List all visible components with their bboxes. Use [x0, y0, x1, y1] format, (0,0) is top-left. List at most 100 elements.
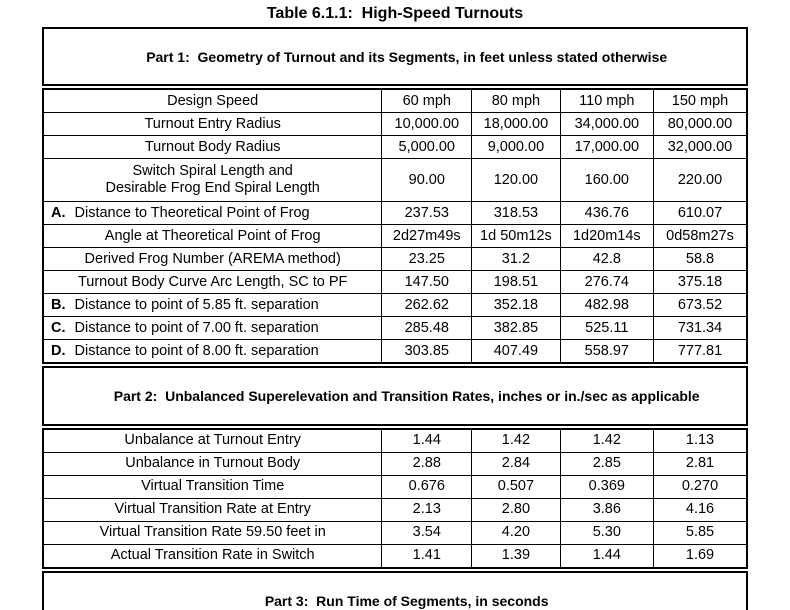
- part-header-label: Part 1: Geometry of Turnout and its Segm…: [146, 49, 668, 66]
- row-label-cell: Virtual Transition Rate 59.50 feet in: [44, 521, 383, 544]
- value-cell: 34,000.00: [561, 113, 654, 136]
- value-cell: 23.25: [382, 248, 473, 271]
- row-prefix: C.: [51, 319, 66, 336]
- part-header: Part 2: Unbalanced Superelevation and Tr…: [42, 366, 748, 426]
- table-section: Part 3: Run Time of Segments, in seconds…: [42, 570, 748, 610]
- value-cell: 2.81: [685, 454, 715, 471]
- value-cell: 731.34: [677, 319, 723, 336]
- table-row: Derived Frog Number (AREMA method) 23.25…: [44, 247, 746, 271]
- row-label-cell: Turnout Entry Radius: [44, 113, 383, 136]
- value-cell: 1.13: [685, 431, 715, 448]
- value-cell: 220.00: [677, 171, 723, 188]
- row-label: Turnout Body Curve Arc Length, SC to PF: [77, 273, 348, 290]
- table-row: Virtual Transition Rate 59.50 feet in 3.…: [44, 520, 746, 544]
- table-row: Angle at Theoretical Point of Frog 2d27m…: [44, 224, 746, 248]
- row-label-cell: Virtual Transition Rate at Entry: [44, 498, 383, 521]
- row-label: Unbalance at Turnout Entry: [124, 431, 301, 448]
- row-label: Turnout Entry Radius: [144, 115, 281, 132]
- value-cell: 276.74: [561, 271, 654, 294]
- part-header-label: Part 2: Unbalanced Superelevation and Tr…: [113, 388, 700, 405]
- table-row: Turnout Body Radius 5,000.00 9,000.00 17…: [44, 135, 746, 159]
- value-cell: 352.18: [472, 294, 561, 317]
- row-label: Distance to point of 5.85 ft. separation: [74, 296, 319, 313]
- row-label-cell: Virtual Transition Time: [44, 475, 383, 498]
- value-cell: 1.41: [382, 544, 473, 567]
- value-cell: 1.42: [472, 429, 561, 452]
- value-cell: 0.507: [472, 475, 561, 498]
- table-row: Switch Spiral Length and Desirable Frog …: [44, 158, 746, 202]
- row-label: Angle at Theoretical Point of Frog: [104, 227, 321, 244]
- value-cell: 1.42: [561, 429, 654, 452]
- table-row: C. Distance to point of 7.00 ft. separat…: [44, 316, 746, 340]
- turnouts-table: Part 1: Geometry of Turnout and its Segm…: [42, 27, 748, 610]
- value-cell: 1d20m14s: [561, 225, 654, 248]
- row-label-cell: C. Distance to point of 7.00 ft. separat…: [44, 317, 383, 340]
- table-row: Actual Transition Rate in Switch 1.41 1.…: [44, 543, 746, 567]
- value-cell: 5,000.00: [382, 136, 473, 159]
- value-cell: 436.76: [561, 202, 654, 225]
- value-cell: 1.69: [685, 546, 715, 563]
- row-label: Virtual Transition Rate 59.50 feet in: [99, 523, 326, 540]
- value-cell: 60 mph: [382, 90, 473, 113]
- value-cell: 1.39: [472, 544, 561, 567]
- value-cell: 2.84: [472, 452, 561, 475]
- value-cell: 0.270: [681, 477, 719, 494]
- value-cell: 17,000.00: [561, 136, 654, 159]
- value-cell: 237.53: [382, 202, 473, 225]
- value-cell: 303.85: [382, 340, 473, 363]
- row-prefix: B.: [51, 296, 66, 313]
- value-cell: 9,000.00: [472, 136, 561, 159]
- table-row: Virtual Transition Time 0.676 0.507 0.36…: [44, 474, 746, 498]
- table-row: Unbalance at Turnout Entry 1.44 1.42 1.4…: [44, 429, 746, 452]
- row-label-cell: Angle at Theoretical Point of Frog: [44, 225, 383, 248]
- value-cell: 5.30: [561, 521, 654, 544]
- value-cell: 2.80: [472, 498, 561, 521]
- row-label-cell: Switch Spiral Length and Desirable Frog …: [44, 159, 383, 202]
- table-section: Part 2: Unbalanced Superelevation and Tr…: [42, 366, 748, 569]
- value-cell: 2.13: [382, 498, 473, 521]
- value-cell: 147.50: [382, 271, 473, 294]
- value-cell: 90.00: [382, 159, 473, 202]
- value-cell: 482.98: [561, 294, 654, 317]
- value-cell: 3.54: [382, 521, 473, 544]
- row-label: Turnout Body Radius: [144, 138, 281, 155]
- table-row: Virtual Transition Rate at Entry 2.13 2.…: [44, 497, 746, 521]
- row-label: Distance to point of 8.00 ft. separation: [74, 342, 319, 359]
- value-cell: 4.16: [685, 500, 715, 517]
- value-cell: 0d58m27s: [666, 227, 734, 244]
- value-cell: 32,000.00: [667, 138, 733, 155]
- value-cell: 610.07: [677, 204, 723, 221]
- table-title: Table 6.1.1: High-Speed Turnouts: [266, 5, 524, 22]
- row-label-cell: Design Speed: [44, 90, 383, 113]
- table-row: A. Distance to Theoretical Point of Frog…: [44, 201, 746, 225]
- row-label: Virtual Transition Rate at Entry: [114, 500, 311, 517]
- table-row: Design Speed 60 mph 80 mph 110 mph 150 m…: [44, 90, 746, 113]
- table-row: B. Distance to point of 5.85 ft. separat…: [44, 293, 746, 317]
- part-rows: Design Speed 60 mph 80 mph 110 mph 150 m…: [42, 88, 748, 365]
- table-row: Turnout Entry Radius 10,000.00 18,000.00…: [44, 112, 746, 136]
- row-label: Distance to Theoretical Point of Frog: [74, 204, 310, 221]
- value-cell: 0.369: [561, 475, 654, 498]
- part-header-label: Part 3: Run Time of Segments, in seconds: [264, 592, 549, 609]
- value-cell: 2.85: [561, 452, 654, 475]
- part-header: Part 3: Run Time of Segments, in seconds: [42, 570, 748, 610]
- row-label: Distance to point of 7.00 ft. separation: [74, 319, 319, 336]
- value-cell: 58.8: [685, 250, 715, 267]
- value-cell: 80 mph: [472, 90, 561, 113]
- value-cell: 558.97: [561, 340, 654, 363]
- row-prefix: A.: [51, 204, 66, 221]
- value-cell: 5.85: [685, 523, 715, 540]
- value-cell: 673.52: [677, 296, 723, 313]
- row-label: Switch Spiral Length and Desirable Frog …: [105, 162, 320, 197]
- value-cell: 160.00: [561, 159, 654, 202]
- value-cell: 120.00: [472, 159, 561, 202]
- row-label: Derived Frog Number (AREMA method): [84, 250, 341, 267]
- value-cell: 777.81: [677, 342, 723, 359]
- value-cell: 285.48: [382, 317, 473, 340]
- value-cell: 1.44: [561, 544, 654, 567]
- value-cell: 0.676: [382, 475, 473, 498]
- table-row: Turnout Body Curve Arc Length, SC to PF …: [44, 270, 746, 294]
- row-label-cell: B. Distance to point of 5.85 ft. separat…: [44, 294, 383, 317]
- row-prefix: D.: [51, 342, 66, 359]
